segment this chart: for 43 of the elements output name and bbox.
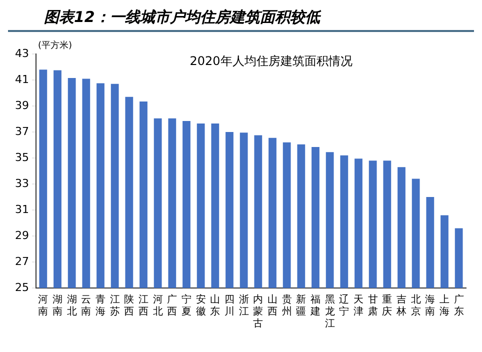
x-tick-label: 贵州 [282,294,292,318]
x-tick-label: 宁夏 [182,294,192,318]
chart-title: 图表12：一线城市户均住房建筑面积较低 [8,8,474,32]
y-axis-title: (平方米) [38,40,72,51]
y-tick-label: 43 [14,46,29,60]
x-tick-label: 福建 [310,294,320,318]
x-tick-label: 浙江 [238,294,249,318]
y-tick-label: 33 [14,176,29,190]
y-tick-label: 31 [14,202,29,216]
x-tick-label: 重庆 [382,294,392,318]
y-tick-label: 41 [14,72,29,86]
y-tick-label: 25 [14,280,29,294]
x-tick-label: 山东 [210,294,220,318]
x-tick-label: 内蒙古 [253,294,264,330]
x-tick-label: 江西 [138,294,148,318]
x-tick-label: 广东 [454,294,464,318]
x-tick-label: 新疆 [296,294,306,318]
x-tick-label: 安徽 [196,294,206,318]
x-tick-label: 上海 [440,294,450,318]
x-tick-label: 海南 [425,294,436,318]
chart-subtitle: 2020年人均住房建筑面积情况 [190,54,352,68]
x-tick-label: 云南 [81,294,92,318]
y-tick-label: 29 [14,228,29,242]
x-tick-label: 青海 [96,294,106,318]
x-tick-label: 广西 [167,294,178,318]
x-tick-label: 湖南 [52,294,62,318]
x-tick-label: 辽宁 [339,294,350,318]
x-tick-label: 北京 [410,294,421,318]
x-tick-label: 甘肃 [368,294,378,318]
x-tick-label: 河北 [152,294,163,318]
x-tick-label: 河南 [38,294,48,318]
y-tick-label: 27 [14,254,29,268]
x-tick-label: 黑龙江 [324,294,335,330]
y-tick-label: 39 [14,98,29,112]
x-tick-label: 吉林 [396,294,406,318]
x-tick-label: 江苏 [110,294,120,318]
y-tick-label: 35 [14,150,29,164]
x-tick-label: 湖北 [66,294,77,318]
x-tick-label: 天津 [354,294,364,318]
x-tick-label: 陕西 [124,294,134,318]
x-tick-label: 山西 [268,294,278,318]
y-tick-label: 37 [14,124,29,138]
x-tick-label: 四川 [224,294,234,318]
